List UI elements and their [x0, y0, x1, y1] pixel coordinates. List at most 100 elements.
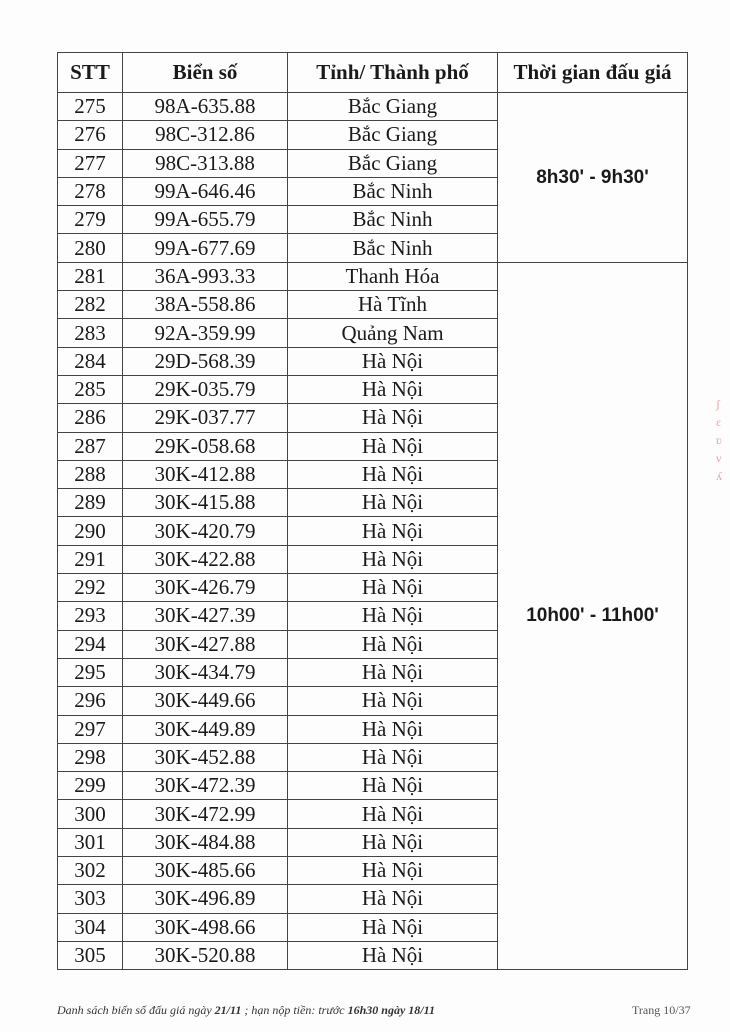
table-row: 289 30K-415.88 Hà Nội [57, 488, 688, 518]
table-row: 301 30K-484.88 Hà Nội [57, 827, 688, 858]
province-cell: Hà Nội [287, 516, 498, 546]
footer-middle: ; hạn nộp tiền: trước [241, 1003, 348, 1017]
plate-cell: 30K-422.88 [122, 544, 288, 575]
table-row: 300 30K-472.99 Hà Nội [57, 799, 688, 829]
province-cell: Bắc Giang [287, 120, 498, 150]
plate-cell: 30K-434.79 [122, 657, 288, 688]
table-row: 283 92A-359.99 Quảng Nam [57, 318, 688, 348]
stt-cell: 305 [57, 940, 123, 971]
stt-cell: 279 [57, 205, 123, 235]
province-cell: Bắc Ninh [287, 205, 498, 235]
plate-cell: 30K-427.39 [122, 601, 288, 631]
province-cell: Hà Nội [287, 940, 498, 971]
province-cell: Thanh Hóa [287, 261, 498, 292]
table-row: 278 99A-646.46 Bắc Ninh [57, 176, 688, 207]
stt-cell: 284 [57, 346, 123, 376]
table-row: 290 30K-420.79 Hà Nội [57, 516, 688, 546]
stt-cell: 300 [57, 799, 123, 829]
stt-cell: 281 [57, 261, 123, 292]
province-cell: Hà Nội [287, 346, 498, 376]
plate-cell: 99A-677.69 [122, 233, 288, 263]
footer-deadline: 16h30 ngày 18/11 [347, 1003, 435, 1017]
province-cell: Quảng Nam [287, 318, 498, 348]
plate-cell: 99A-646.46 [122, 176, 288, 207]
province-cell: Bắc Ninh [287, 176, 498, 207]
province-cell: Hà Nội [287, 403, 498, 433]
province-cell: Hà Nội [287, 912, 498, 942]
stt-cell: 275 [57, 91, 123, 122]
plate-cell: 30K-496.89 [122, 884, 288, 914]
province-cell: Hà Tĩnh [287, 290, 498, 320]
table-row: 277 98C-313.88 Bắc Giang [57, 148, 688, 178]
stt-cell: 303 [57, 884, 123, 914]
province-cell: Hà Nội [287, 657, 498, 688]
table-row: 281 36A-993.33 Thanh Hóa 10h00' - 11h00' [57, 261, 688, 971]
stt-cell: 278 [57, 176, 123, 207]
stt-cell: 282 [57, 290, 123, 320]
plate-cell: 29K-058.68 [122, 431, 288, 461]
province-cell: Hà Nội [287, 686, 498, 716]
plate-cell: 30K-472.39 [122, 771, 288, 801]
auction-time-cell: 10h00' - 11h00' [497, 261, 688, 971]
province-cell: Bắc Giang [287, 148, 498, 178]
footer-prefix: Danh sách biển số đấu giá ngày [57, 1003, 215, 1017]
table-row: 285 29K-035.79 Hà Nội [57, 374, 688, 405]
header-plate: Biển số [122, 52, 288, 93]
plate-cell: 30K-520.88 [122, 940, 288, 971]
table-row: 298 30K-452.88 Hà Nội [57, 742, 688, 773]
stt-cell: 285 [57, 374, 123, 405]
plate-cell: 30K-449.66 [122, 686, 288, 716]
table-row: 287 29K-058.68 Hà Nội [57, 431, 688, 461]
table-row: 297 30K-449.89 Hà Nội [57, 714, 688, 744]
footer-date: 21/11 [214, 1003, 242, 1017]
province-cell: Bắc Ninh [287, 233, 498, 263]
province-cell: Hà Nội [287, 884, 498, 914]
province-cell: Hà Nội [287, 799, 498, 829]
stt-cell: 292 [57, 573, 123, 603]
table-row: 302 30K-485.66 Hà Nội [57, 856, 688, 886]
plate-cell: 92A-359.99 [122, 318, 288, 348]
stt-cell: 289 [57, 488, 123, 518]
province-cell: Hà Nội [287, 488, 498, 518]
stt-cell: 287 [57, 431, 123, 461]
province-cell: Hà Nội [287, 431, 498, 461]
plate-cell: 30K-427.88 [122, 629, 288, 659]
table-row: 305 30K-520.88 Hà Nội [57, 940, 688, 971]
plate-cell: 29K-035.79 [122, 374, 288, 405]
plate-cell: 99A-655.79 [122, 205, 288, 235]
table-row: 282 38A-558.86 Hà Tĩnh [57, 290, 688, 320]
table-row: 304 30K-498.66 Hà Nội [57, 912, 688, 942]
table-row: 280 99A-677.69 Bắc Ninh [57, 233, 688, 263]
province-cell: Bắc Giang [287, 91, 498, 122]
stt-cell: 302 [57, 856, 123, 886]
plate-cell: 29D-568.39 [122, 346, 288, 376]
plate-cell: 98C-312.86 [122, 120, 288, 150]
stt-cell: 294 [57, 629, 123, 659]
table-row: 296 30K-449.66 Hà Nội [57, 686, 688, 716]
stt-cell: 288 [57, 459, 123, 490]
header-stt: STT [57, 52, 123, 93]
header-province: Tỉnh/ Thành phố [287, 52, 498, 93]
stt-cell: 286 [57, 403, 123, 433]
plate-cell: 30K-472.99 [122, 799, 288, 829]
province-cell: Hà Nội [287, 601, 498, 631]
footer-note: Danh sách biển số đấu giá ngày 21/11 ; h… [57, 1003, 435, 1018]
stt-cell: 283 [57, 318, 123, 348]
province-cell: Hà Nội [287, 629, 498, 659]
auction-time-cell: 8h30' - 9h30' [497, 92, 688, 263]
province-cell: Hà Nội [287, 714, 498, 744]
plate-cell: 30K-420.79 [122, 516, 288, 546]
plate-cell: 30K-452.88 [122, 742, 288, 773]
plate-cell: 36A-993.33 [122, 261, 288, 292]
stt-cell: 296 [57, 686, 123, 716]
stt-cell: 299 [57, 771, 123, 801]
stt-cell: 304 [57, 912, 123, 942]
plate-cell: 30K-449.89 [122, 714, 288, 744]
table-row: 292 30K-426.79 Hà Nội [57, 573, 688, 603]
province-cell: Hà Nội [287, 827, 498, 858]
stt-cell: 280 [57, 233, 123, 263]
table-row: 286 29K-037.77 Hà Nội [57, 403, 688, 433]
province-cell: Hà Nội [287, 856, 498, 886]
